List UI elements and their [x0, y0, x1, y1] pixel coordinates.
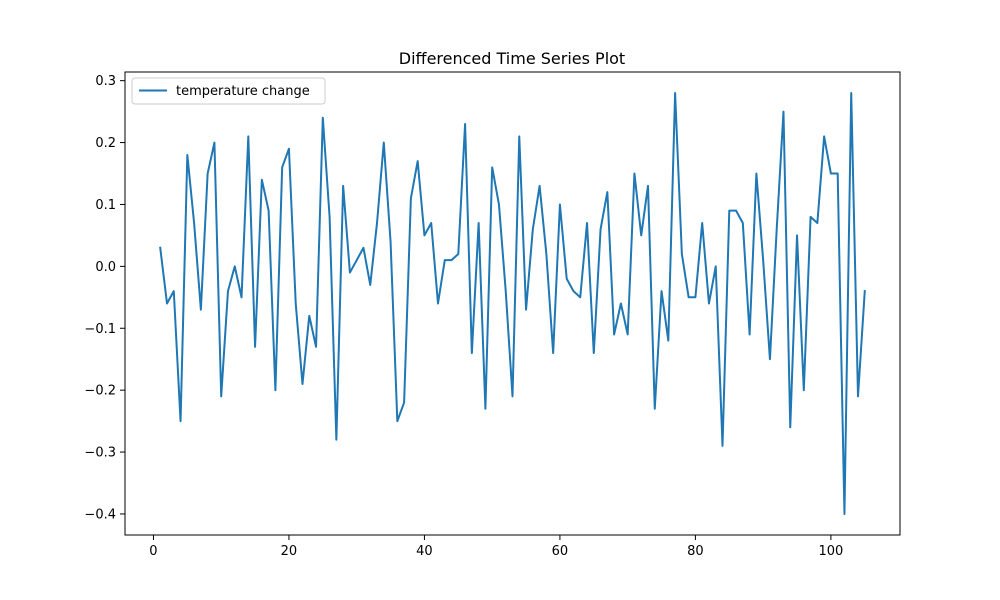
y-tick-label: −0.1 [84, 322, 116, 337]
y-axis-ticks: −0.4 −0.3 −0.2 −0.1 0.0 0.1 0.2 0.3 [84, 74, 125, 522]
legend-label-temperature-change: temperature change [176, 84, 310, 99]
x-tick-label: 20 [281, 544, 298, 559]
x-axis-ticks: 0 20 40 60 80 100 [149, 535, 843, 559]
x-tick-label: 40 [416, 544, 433, 559]
plot-area: 0 20 40 60 80 100 −0.4 −0.3 −0.2 −0.1 0.0 0.1 0.2 0.… [84, 71, 901, 559]
y-tick-label: 0.2 [95, 136, 116, 151]
x-tick-label: 100 [818, 544, 843, 559]
y-tick-label: 0.1 [95, 198, 116, 213]
y-tick-label: −0.4 [84, 507, 116, 522]
y-tick-label: 0.3 [95, 74, 116, 89]
x-tick-label: 60 [552, 544, 569, 559]
axes-frame [124, 71, 901, 536]
y-tick-label: −0.3 [84, 446, 116, 461]
x-tick-label: 0 [149, 544, 157, 559]
y-tick-label: −0.2 [84, 384, 116, 399]
chart-title: Differenced Time Series Plot [399, 49, 625, 68]
series-line-temperature-change [159, 92, 866, 515]
legend: temperature change [131, 77, 326, 105]
y-tick-label: 0.0 [95, 260, 116, 275]
legend-box [131, 77, 326, 105]
series-layer [159, 92, 866, 515]
x-tick-label: 80 [687, 544, 704, 559]
